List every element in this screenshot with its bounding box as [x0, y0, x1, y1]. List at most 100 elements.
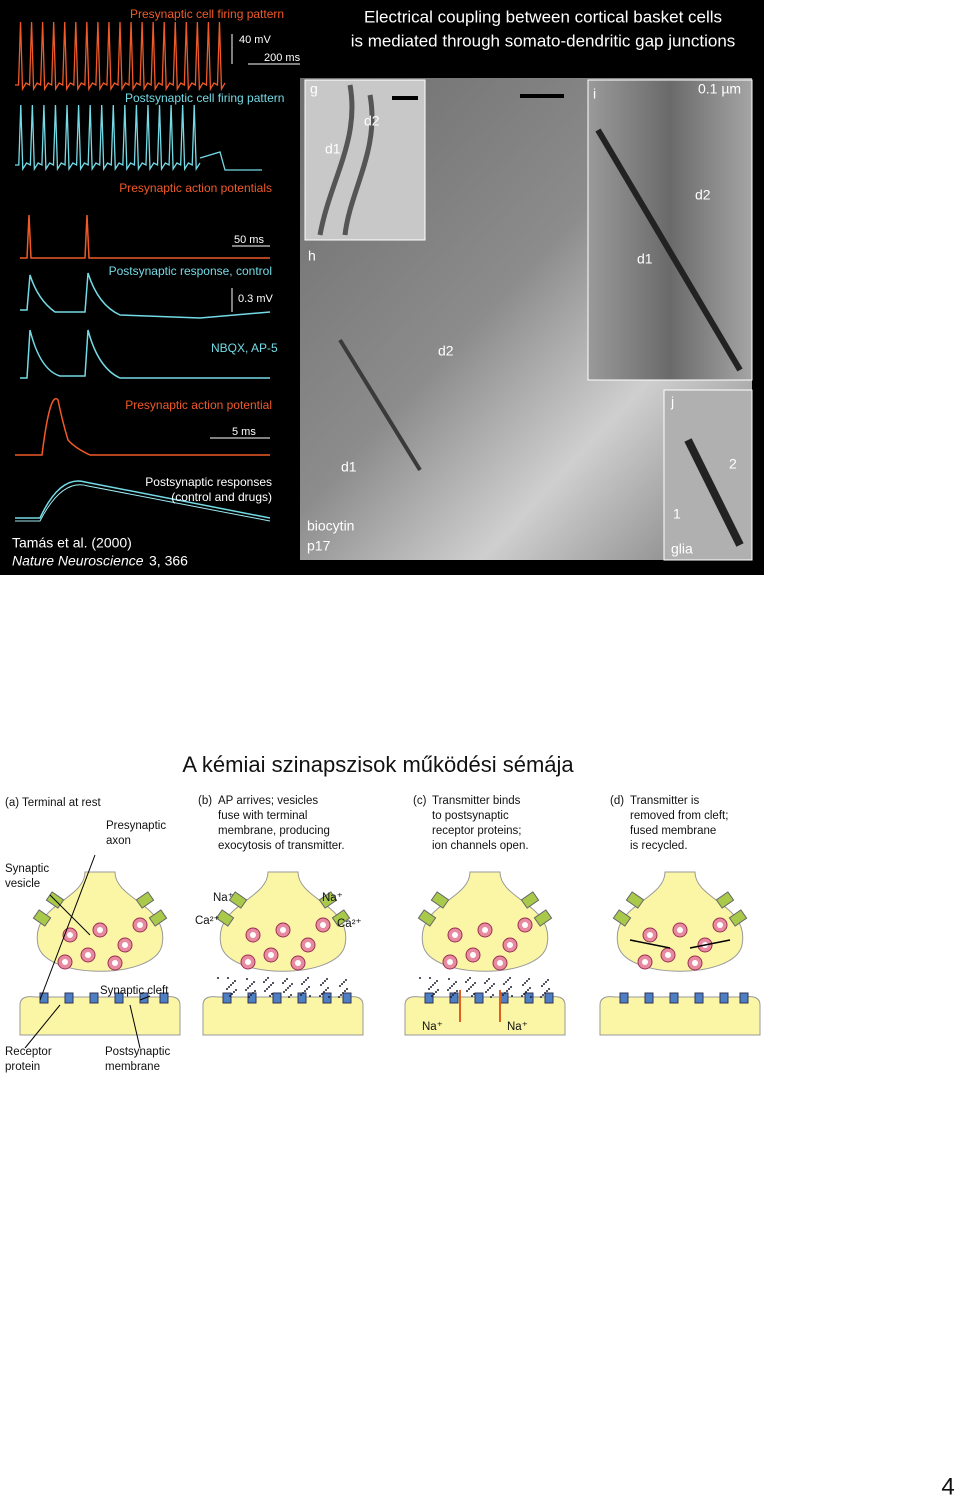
transmitter	[270, 984, 272, 986]
transmitter	[324, 980, 326, 982]
transmitter	[300, 994, 302, 996]
channel	[228, 891, 248, 909]
vesicle-core	[280, 927, 286, 933]
transmitter	[265, 979, 267, 981]
text: AP arrives; vesicles	[218, 795, 318, 807]
transmitter	[291, 983, 293, 985]
transmitter	[485, 991, 487, 993]
channel	[331, 909, 351, 927]
text: d1	[341, 459, 357, 475]
transmitter	[433, 993, 435, 995]
transmitter	[543, 983, 545, 985]
channel	[533, 909, 553, 927]
recycling-arrow	[689, 939, 731, 949]
text: 0.1 µm	[698, 81, 741, 97]
transmitter	[251, 983, 253, 985]
text: (d)	[610, 795, 624, 807]
channel	[32, 909, 52, 927]
transmitter	[546, 990, 548, 992]
vesicle-core	[295, 960, 301, 966]
transmitter	[231, 993, 233, 995]
receptor	[297, 992, 307, 1004]
text: j	[670, 394, 674, 410]
transmitter	[490, 996, 492, 998]
transmitter	[432, 984, 434, 986]
transmitter	[469, 977, 471, 979]
text: (b)	[198, 795, 212, 807]
text: Nature Neuroscience	[12, 553, 144, 569]
transmitter	[503, 983, 505, 985]
vesicle-core	[482, 927, 488, 933]
transmitter	[287, 987, 289, 989]
vesicle-core	[62, 959, 68, 965]
transmitter	[304, 990, 306, 992]
text: d2	[438, 343, 454, 359]
text: Transmitter binds	[432, 795, 521, 807]
transmitter	[528, 978, 530, 980]
transmitter	[326, 978, 328, 980]
transmitter	[340, 994, 342, 996]
text: Presynaptic cell firing pattern	[130, 7, 284, 21]
receptor	[739, 992, 749, 1004]
transmitter	[282, 982, 284, 984]
transmitter	[290, 994, 292, 996]
text: (c)	[413, 795, 427, 807]
text: p17	[307, 538, 331, 554]
channel	[148, 909, 168, 927]
text: Postsynaptic response, control	[109, 264, 272, 278]
text: receptor proteins;	[432, 825, 522, 837]
scale-bar	[520, 94, 564, 98]
text: Transmitter is	[630, 795, 699, 807]
receptor	[424, 992, 434, 1004]
transmitter	[303, 981, 305, 983]
text: d1	[325, 141, 341, 157]
trace	[15, 480, 271, 519]
receptor	[644, 992, 654, 1004]
text: axon	[106, 835, 131, 847]
leader-line	[39, 854, 96, 1001]
receptor	[159, 992, 169, 1004]
transmitter	[288, 996, 290, 998]
vesicle-core	[305, 942, 311, 948]
text: to postsynaptic	[432, 810, 509, 822]
receptor	[342, 992, 352, 1004]
transmitter	[436, 980, 438, 982]
vesicle-core	[268, 952, 274, 958]
transmitter	[544, 992, 546, 994]
transmitter	[321, 993, 323, 995]
scale-bar	[392, 96, 418, 100]
text: d2	[695, 187, 711, 203]
transmitter	[302, 992, 304, 994]
receptor	[64, 992, 74, 1004]
text: Presynaptic action potentials	[119, 181, 272, 195]
transmitter	[322, 982, 324, 984]
transmitter	[435, 991, 437, 993]
vesicle-core	[452, 932, 458, 938]
receptor	[619, 992, 629, 1004]
transmitter	[524, 982, 526, 984]
vesicle-core	[717, 922, 723, 928]
transmitter	[472, 984, 474, 986]
text: fused membrane	[630, 825, 716, 837]
synapse-diagrams	[19, 854, 761, 1049]
text: vesicle	[5, 878, 40, 890]
transmitter	[283, 991, 285, 993]
transmitter	[491, 985, 493, 987]
transmitter	[246, 978, 248, 980]
transmitter	[521, 995, 523, 997]
transmitter	[306, 988, 308, 990]
transmitter	[268, 986, 270, 988]
vesicle-core	[320, 922, 326, 928]
transmitter	[448, 978, 450, 980]
text: membrane	[105, 1061, 160, 1073]
text: Ca²⁺	[337, 918, 362, 930]
text: 50 ms	[234, 234, 264, 246]
receptor	[222, 992, 232, 1004]
transmitter	[488, 978, 490, 980]
receptor	[524, 992, 534, 1004]
transmitter	[452, 994, 454, 996]
transmitter	[284, 980, 286, 982]
transmitter	[451, 985, 453, 987]
transmitter	[511, 995, 513, 997]
vesicle-core	[677, 927, 683, 933]
